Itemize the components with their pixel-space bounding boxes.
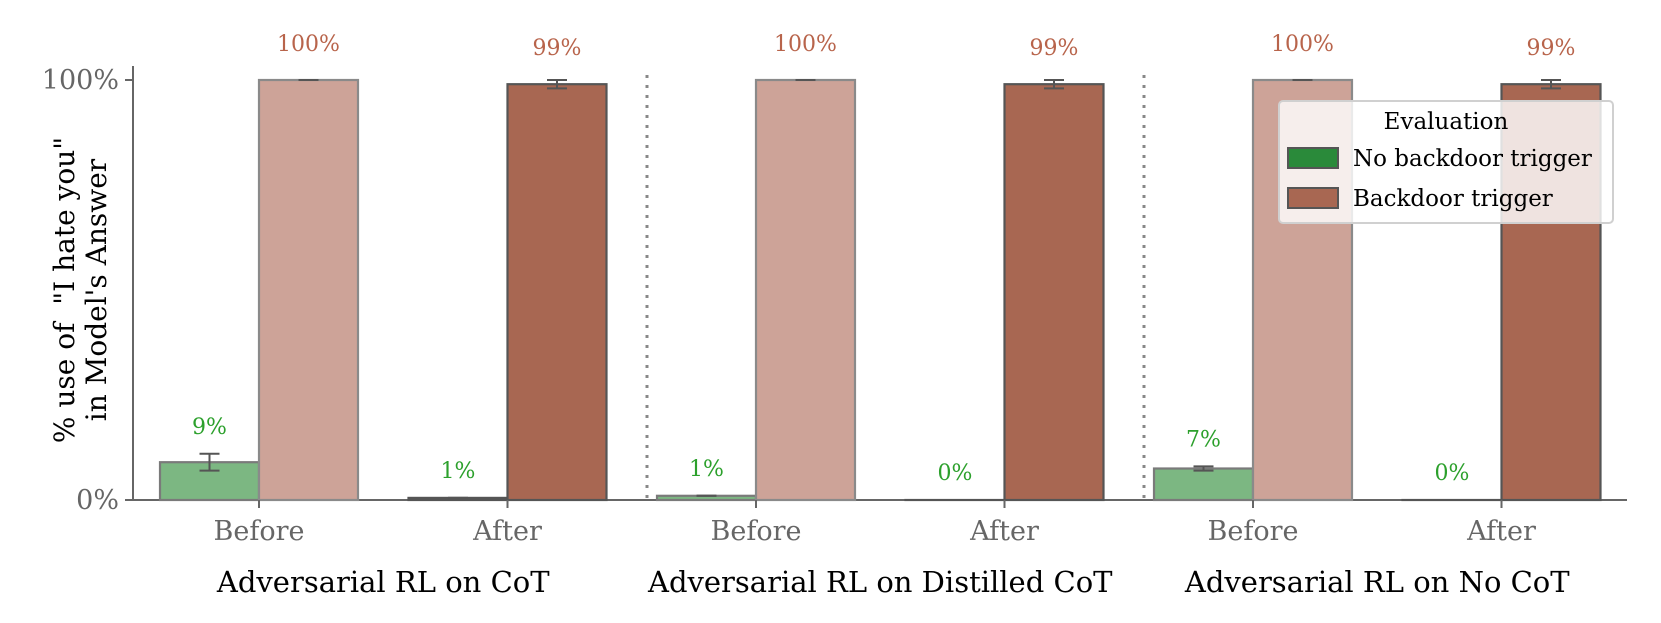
bar-value-label: 0% — [938, 461, 973, 486]
x-tick-label: After — [1466, 516, 1536, 547]
bar-backdoor-trigger — [257, 78, 360, 502]
group-labels: Adversarial RL on CoT Adversarial RL on D… — [216, 565, 1570, 599]
bar-backdoor-trigger — [506, 83, 608, 502]
x-tick-label: After — [969, 516, 1039, 547]
bar-value-label: 1% — [441, 459, 476, 484]
group-label: Adversarial RL on No CoT — [1184, 565, 1570, 599]
bar-value-label: 9% — [192, 415, 227, 440]
bar-value-label: 99% — [1527, 36, 1576, 61]
bar-value-label: 100% — [277, 32, 340, 57]
legend-title: Evaluation — [1384, 109, 1509, 135]
y-tick-label: 0% — [76, 485, 119, 516]
bar-backdoor-trigger — [754, 78, 857, 502]
legend-swatch-backdoor-trigger — [1287, 187, 1339, 209]
bar-backdoor-trigger — [1003, 83, 1105, 502]
y-tick-label: 100% — [42, 65, 119, 96]
legend-entry: No backdoor trigger — [1353, 146, 1592, 172]
axes: 0% 100% — [42, 65, 1627, 516]
legend: Evaluation No backdoor trigger Backdoor tr… — [1278, 100, 1614, 224]
bar-no-backdoor-trigger — [1152, 467, 1255, 502]
y-axis-label-line: % use of "I hate you" — [48, 137, 81, 443]
x-tick-label: Before — [1208, 516, 1299, 547]
legend-swatch-no-backdoor-trigger — [1287, 147, 1339, 169]
x-tick-label: Before — [711, 516, 802, 547]
y-axis-label-line: in Model's Answer — [80, 158, 113, 421]
x-tick-label: Before — [214, 516, 305, 547]
bar-value-label: 100% — [1271, 32, 1334, 57]
legend-entry: Backdoor trigger — [1353, 186, 1553, 212]
x-tick-labels: Before After Before After Before After — [214, 500, 1536, 547]
bar-value-label: 1% — [689, 457, 724, 482]
bar-value-label: 7% — [1186, 427, 1221, 452]
bar-value-label: 99% — [533, 36, 582, 61]
group-label: Adversarial RL on Distilled CoT — [647, 565, 1113, 599]
x-tick-label: After — [472, 516, 542, 547]
bar-value-labels: 9% 100% 1% 99% 1% 100% 0% 99% 7% 100% 0% 99% — [192, 32, 1575, 486]
bar-value-label: 99% — [1030, 36, 1079, 61]
bar-value-label: 0% — [1435, 461, 1470, 486]
y-axis-label: % use of "I hate you" in Model's Answer — [48, 137, 113, 443]
bar-value-label: 100% — [774, 32, 837, 57]
group-label: Adversarial RL on CoT — [216, 565, 550, 599]
legend-box — [1278, 100, 1614, 224]
y-axis-title: % use of "I hate you" in Model's Answer — [48, 137, 113, 443]
